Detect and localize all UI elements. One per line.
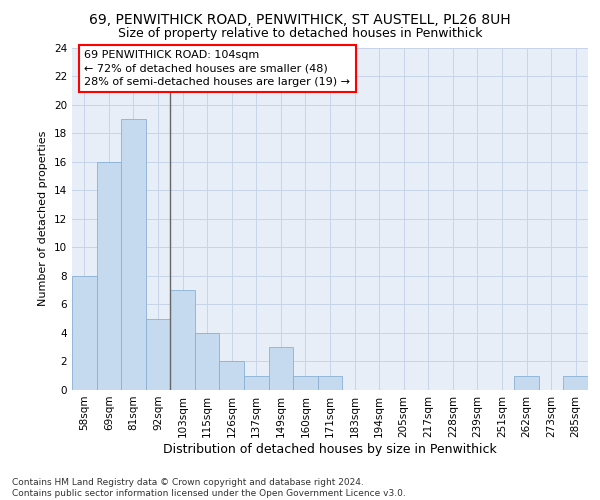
Bar <box>170 290 195 390</box>
X-axis label: Distribution of detached houses by size in Penwithick: Distribution of detached houses by size … <box>163 442 497 456</box>
Bar <box>563 376 588 390</box>
Text: 69 PENWITHICK ROAD: 104sqm
← 72% of detached houses are smaller (48)
28% of semi: 69 PENWITHICK ROAD: 104sqm ← 72% of deta… <box>84 50 350 87</box>
Bar <box>318 376 342 390</box>
Text: Contains HM Land Registry data © Crown copyright and database right 2024.
Contai: Contains HM Land Registry data © Crown c… <box>12 478 406 498</box>
Bar <box>220 362 244 390</box>
Bar <box>244 376 269 390</box>
Bar <box>269 347 293 390</box>
Text: Size of property relative to detached houses in Penwithick: Size of property relative to detached ho… <box>118 28 482 40</box>
Text: 69, PENWITHICK ROAD, PENWITHICK, ST AUSTELL, PL26 8UH: 69, PENWITHICK ROAD, PENWITHICK, ST AUST… <box>89 12 511 26</box>
Bar <box>514 376 539 390</box>
Bar <box>72 276 97 390</box>
Bar <box>146 318 170 390</box>
Bar <box>121 119 146 390</box>
Bar <box>97 162 121 390</box>
Bar <box>293 376 318 390</box>
Y-axis label: Number of detached properties: Number of detached properties <box>38 131 49 306</box>
Bar <box>195 333 220 390</box>
